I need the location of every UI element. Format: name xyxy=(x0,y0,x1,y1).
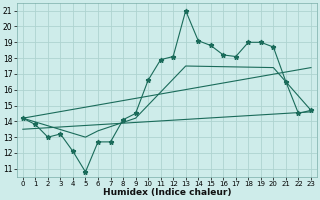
X-axis label: Humidex (Indice chaleur): Humidex (Indice chaleur) xyxy=(103,188,231,197)
